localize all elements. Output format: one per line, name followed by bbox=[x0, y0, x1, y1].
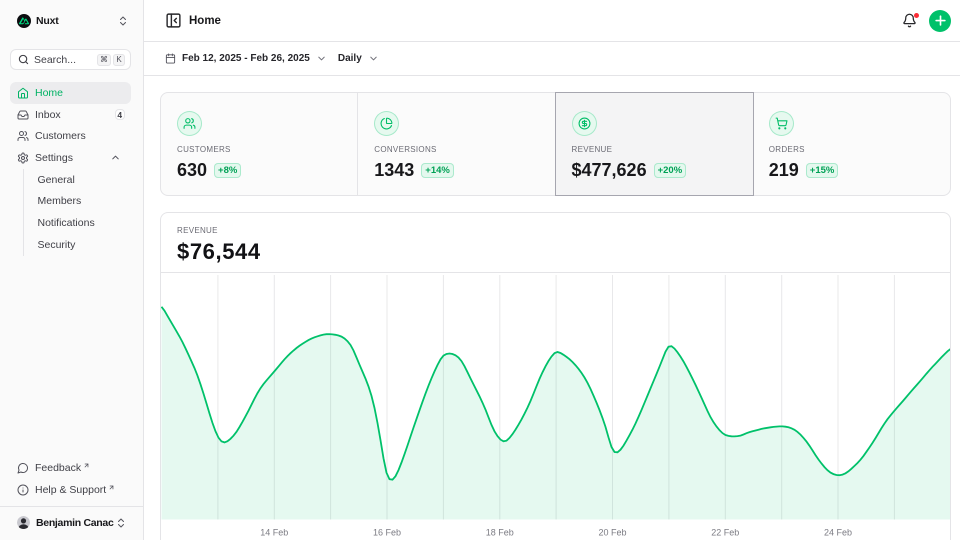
svg-text:16 Feb: 16 Feb bbox=[373, 528, 401, 538]
svg-text:22 Feb: 22 Feb bbox=[711, 528, 739, 538]
svg-text:24 Feb: 24 Feb bbox=[824, 528, 852, 538]
svg-text:18 Feb: 18 Feb bbox=[486, 528, 514, 538]
svg-text:14 Feb: 14 Feb bbox=[260, 528, 288, 538]
svg-text:20 Feb: 20 Feb bbox=[598, 528, 626, 538]
